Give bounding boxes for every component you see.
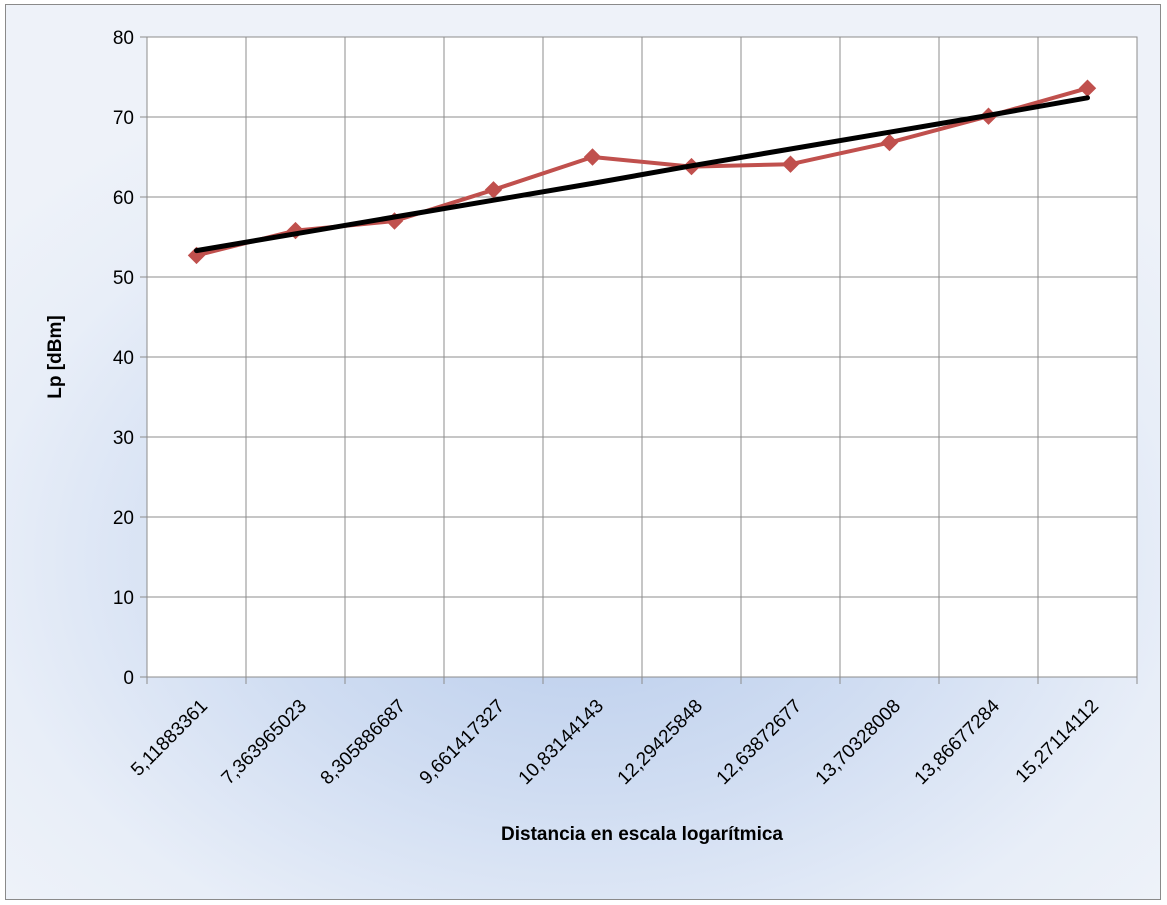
x-tick-label: 13,86677284 bbox=[911, 695, 1005, 789]
x-axis-title: Distancia en escala logarítmica bbox=[501, 824, 783, 845]
x-tick-label: 10,83144143 bbox=[515, 696, 608, 789]
x-tick-labels: 5,11883361 7,363965023 8,305886687 9,661417… bbox=[127, 695, 1103, 789]
y-tick-label: 70 bbox=[113, 108, 134, 129]
x-tick-label: 5,11883361 bbox=[127, 696, 212, 781]
x-tick-label: 12,29425848 bbox=[614, 696, 707, 789]
data-point-marker bbox=[880, 133, 899, 152]
y-tick-label: 80 bbox=[113, 28, 134, 49]
data-point-marker bbox=[781, 155, 800, 173]
x-tick-label: 15,27114112 bbox=[1012, 696, 1103, 787]
x-tick-label: 12,63872677 bbox=[713, 696, 806, 789]
y-tick-label: 30 bbox=[113, 428, 134, 449]
y-tick-label: 40 bbox=[113, 348, 134, 369]
y-tick-label: 10 bbox=[113, 588, 134, 609]
x-tick-label: 13,70328008 bbox=[812, 696, 905, 789]
y-axis-title: Lp [dBm] bbox=[45, 315, 66, 398]
series-layer bbox=[187, 79, 1097, 265]
gridlines bbox=[140, 36, 1138, 684]
y-tick-label: 20 bbox=[113, 508, 134, 529]
x-tick-label: 7,363965023 bbox=[218, 696, 311, 789]
y-tick-labels: 0 10 20 30 40 50 60 70 80 bbox=[113, 28, 134, 689]
x-tick-label: 9,661417327 bbox=[416, 696, 509, 789]
y-tick-label: 0 bbox=[123, 668, 134, 689]
y-tick-label: 50 bbox=[113, 268, 134, 289]
x-tick-label: 8,305886687 bbox=[317, 696, 410, 789]
data-point-marker bbox=[583, 148, 602, 166]
trendline bbox=[194, 95, 1090, 254]
y-tick-label: 60 bbox=[113, 188, 134, 209]
